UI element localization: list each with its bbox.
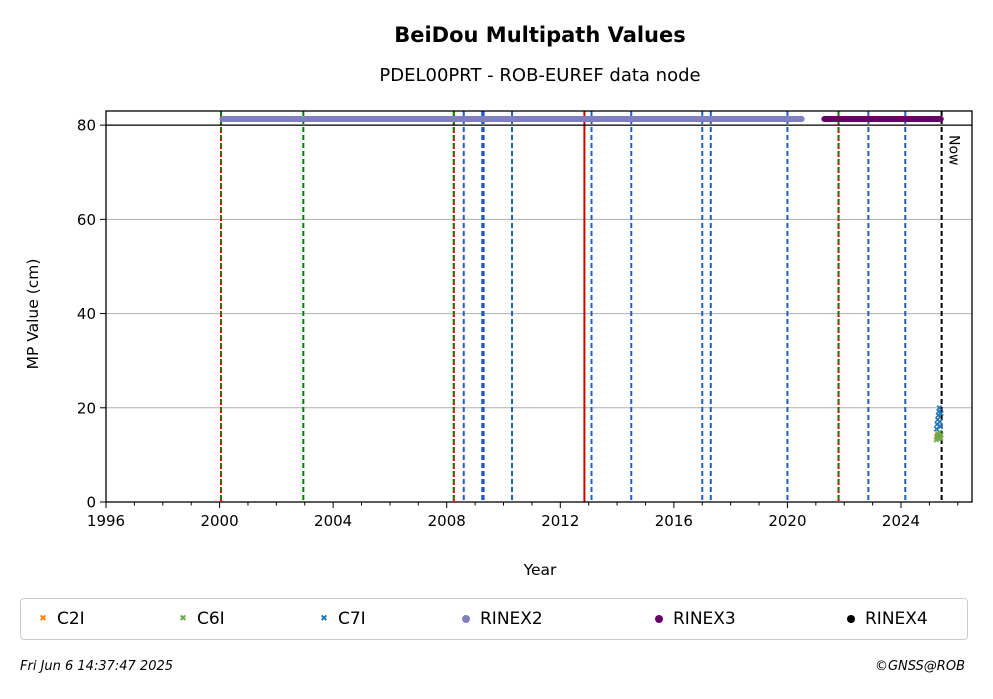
footer-copyright: ©GNSS@ROB [874, 659, 965, 674]
point-c7i-0 [933, 426, 940, 432]
x-tick-label-2020: 2020 [768, 512, 806, 530]
point-c7i-6 [937, 419, 943, 425]
point-c7i-5 [936, 405, 943, 411]
legend-marker-c6i: ✖ [179, 613, 187, 624]
plot-area: Now 1996 2000 2004 2008 2012 2016 2020 2024 0 20 40… [77, 110, 973, 530]
point-c6i-6 [938, 431, 944, 438]
x-tick-label-2000: 2000 [200, 512, 238, 530]
y-axis-label: MP Value (cm) [24, 259, 42, 370]
legend-item-rinex4: RINEX4 [843, 599, 928, 639]
legend-item-c6i: ✖ C6I [175, 599, 225, 639]
y-tick-label-0: 0 [86, 494, 96, 512]
chart-subtitle: PDEL00PRT - ROB-EUREF data node [379, 65, 700, 86]
plot-frame [105, 110, 973, 503]
legend-label-rinex2: RINEX2 [480, 609, 543, 629]
legend-item-c2i: ✖ C2I [35, 599, 85, 639]
x-tick-label-2004: 2004 [314, 512, 352, 530]
x-tick-label-2024: 2024 [882, 512, 920, 530]
now-label: Now [946, 135, 962, 166]
legend-item-rinex3: RINEX3 [651, 599, 736, 639]
x-tick-label-1996: 1996 [87, 512, 125, 530]
legend-marker-c7i: ✖ [320, 613, 328, 624]
point-c7i-8 [938, 410, 944, 417]
legend-marker-rinex3 [651, 611, 667, 627]
y-tick-label-2: 40 [77, 305, 96, 323]
chart-title: BeiDou Multipath Values [394, 23, 686, 47]
y-tick-label-4: 80 [77, 117, 96, 135]
legend-label-c2i: C2I [57, 609, 85, 629]
x-tick-label-2008: 2008 [428, 512, 466, 530]
chart-legend: ✖ C2I ✖ C6I ✖ C7I RINEX2 RINEX3 RINEX4 [20, 598, 968, 640]
y-tick-label-1: 20 [77, 399, 96, 417]
legend-marker-rinex2 [458, 611, 474, 627]
point-c7i-7 [937, 423, 944, 430]
y-tick-label-3: 60 [77, 211, 96, 229]
legend-label-rinex4: RINEX4 [865, 609, 928, 629]
footer-timestamp: Fri Jun 6 14:37:47 2025 [20, 659, 174, 674]
legend-marker-c2i: ✖ [39, 613, 47, 624]
legend-label-c7i: C7I [338, 609, 366, 629]
legend-item-c7i: ✖ C7I [316, 599, 366, 639]
legend-label-rinex3: RINEX3 [673, 609, 736, 629]
x-tick-label-2016: 2016 [655, 512, 693, 530]
legend-label-c6i: C6I [197, 609, 225, 629]
legend-item-rinex2: RINEX2 [458, 599, 543, 639]
legend-marker-rinex4 [843, 611, 859, 627]
x-axis-label: Year [523, 561, 557, 579]
x-tick-label-2012: 2012 [541, 512, 579, 530]
